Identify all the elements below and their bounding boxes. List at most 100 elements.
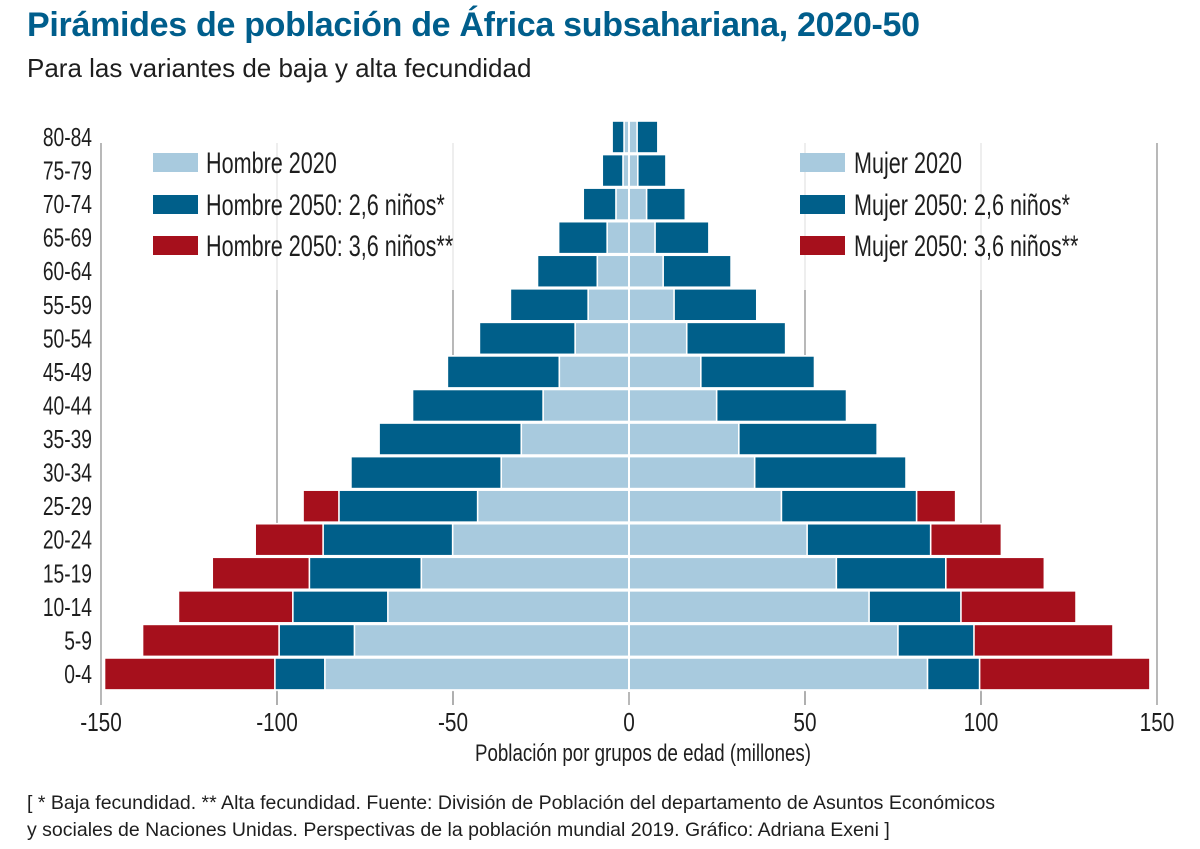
- x-tick-label: -150: [80, 708, 122, 737]
- y-tick-label: 65-69: [43, 223, 92, 253]
- legend-item-male-light: Hombre 2020: [153, 145, 337, 180]
- age-row-25-29: [302, 489, 957, 523]
- age-row-15-19: [211, 556, 1046, 591]
- bar-female-light-60-64: [628, 254, 664, 289]
- y-tick-label: 75-79: [43, 156, 92, 186]
- legend-label: Hombre 2050: 3,6 niños**: [206, 228, 453, 262]
- bar-female-light-15-19: [628, 556, 838, 591]
- bar-female-light-30-34: [628, 455, 756, 490]
- footer-line-2: y sociales de Naciones Unidas. Perspecti…: [27, 819, 890, 841]
- bar-male-light-20-24: [451, 522, 630, 557]
- bar-female-light-10-14: [628, 590, 870, 624]
- legend-swatch-red: [153, 236, 198, 255]
- y-tick-label: 20-24: [43, 525, 92, 555]
- bar-male-light-5-9: [353, 623, 630, 658]
- legend-swatch-light: [153, 153, 198, 172]
- bar-female-light-40-44: [628, 388, 718, 423]
- y-tick-label: 50-54: [43, 323, 92, 353]
- x-tick-label: 50: [793, 708, 816, 737]
- legend-swatch-blue: [153, 195, 198, 214]
- legend-swatch-red: [800, 236, 845, 255]
- bar-male-light-15-19: [420, 556, 630, 591]
- legend-label: Hombre 2020: [206, 145, 337, 179]
- y-tick-label: 35-39: [43, 424, 92, 454]
- legend-item-female-blue: Mujer 2050: 2,6 niños*: [800, 187, 1070, 222]
- age-row-35-39: [378, 422, 878, 456]
- legend-item-male-red: Hombre 2050: 3,6 niños**: [153, 228, 453, 263]
- bar-female-light-65-69: [628, 220, 656, 255]
- y-tick-label: 15-19: [43, 558, 92, 588]
- age-row-55-59: [509, 287, 758, 322]
- x-tick-label: 150: [1140, 708, 1175, 737]
- x-tick-label: 0: [623, 708, 635, 737]
- bar-female-light-5-9: [628, 623, 899, 658]
- chart-title: Pirámides de población de África subsaha…: [27, 6, 920, 44]
- y-tick-label: 30-34: [43, 458, 92, 488]
- y-tick-label: 55-59: [43, 290, 92, 320]
- x-axis: -150 -100 -50 0 50 100 150: [80, 692, 1174, 737]
- bar-female-light-20-24: [628, 522, 808, 557]
- legend: Hombre 2020 Hombre 2050: 2,6 niños* Hombre…: [153, 145, 1078, 263]
- age-row-75-79: [601, 153, 667, 188]
- bar-male-light-25-29: [476, 489, 630, 523]
- y-tick-label: 80-84: [43, 122, 92, 152]
- x-tick-label: 100: [964, 708, 999, 737]
- legend-item-female-red: Mujer 2050: 3,6 niños**: [800, 228, 1078, 263]
- bar-female-light-80-84: [628, 120, 638, 154]
- bar-male-light-55-59: [587, 287, 630, 322]
- y-tick-label: 60-64: [43, 256, 92, 286]
- y-tick-label: 5-9: [64, 626, 92, 656]
- bar-male-light-0-4: [324, 657, 630, 691]
- y-tick-label: 45-49: [43, 357, 92, 387]
- age-row-60-64: [536, 254, 732, 289]
- age-row-65-69: [557, 220, 710, 255]
- bar-male-light-35-39: [520, 422, 630, 456]
- y-tick-label: 40-44: [43, 391, 92, 421]
- legend-item-female-light: Mujer 2020: [800, 145, 962, 180]
- bar-female-light-35-39: [628, 422, 740, 456]
- age-row-45-49: [446, 355, 816, 389]
- y-tick-label: 70-74: [43, 189, 92, 219]
- legend-label: Mujer 2050: 2,6 niños*: [854, 187, 1070, 221]
- bar-male-light-60-64: [596, 254, 630, 289]
- age-row-30-34: [350, 455, 907, 490]
- age-row-0-4: [103, 657, 1151, 691]
- bars: [103, 120, 1151, 691]
- bar-male-light-45-49: [558, 355, 630, 389]
- legend-swatch-blue: [800, 195, 845, 214]
- footer-line-1: [ * Baja fecundidad. ** Alta fecundidad.…: [27, 792, 996, 814]
- age-row-80-84: [611, 120, 659, 154]
- bar-male-light-50-54: [574, 321, 630, 356]
- age-row-5-9: [141, 623, 1114, 658]
- x-tick-label: -100: [256, 708, 298, 737]
- bar-male-light-65-69: [606, 220, 630, 255]
- footer-note: [ * Baja fecundidad. ** Alta fecundidad.…: [27, 790, 995, 844]
- y-tick-label: 0-4: [64, 659, 92, 689]
- age-row-40-44: [411, 388, 848, 423]
- bar-male-light-40-44: [542, 388, 630, 423]
- age-row-50-54: [478, 321, 787, 356]
- bar-male-light-70-74: [615, 187, 630, 221]
- bar-male-light-30-34: [500, 455, 630, 490]
- bar-female-light-55-59: [628, 287, 675, 322]
- x-axis-title: Población por grupos de edad (millones): [475, 740, 811, 767]
- bar-female-light-70-74: [628, 187, 648, 221]
- legend-label: Hombre 2050: 2,6 niños*: [206, 187, 445, 221]
- bar-male-light-10-14: [387, 590, 630, 624]
- legend-label: Mujer 2020: [854, 145, 962, 179]
- x-tick-label: -50: [438, 708, 468, 737]
- y-tick-label: 25-29: [43, 491, 92, 521]
- chart-subtitle: Para las variantes de baja y alta fecund…: [27, 53, 532, 83]
- age-row-20-24: [254, 522, 1003, 557]
- age-row-10-14: [177, 590, 1077, 624]
- legend-swatch-light: [800, 153, 845, 172]
- bar-female-light-50-54: [628, 321, 688, 356]
- legend-label: Mujer 2050: 3,6 niños**: [854, 228, 1078, 262]
- bar-female-light-75-79: [628, 153, 639, 188]
- y-tick-label: 10-14: [43, 592, 92, 622]
- bar-female-light-25-29: [628, 489, 783, 523]
- bar-female-light-45-49: [628, 355, 702, 389]
- age-row-70-74: [582, 187, 687, 221]
